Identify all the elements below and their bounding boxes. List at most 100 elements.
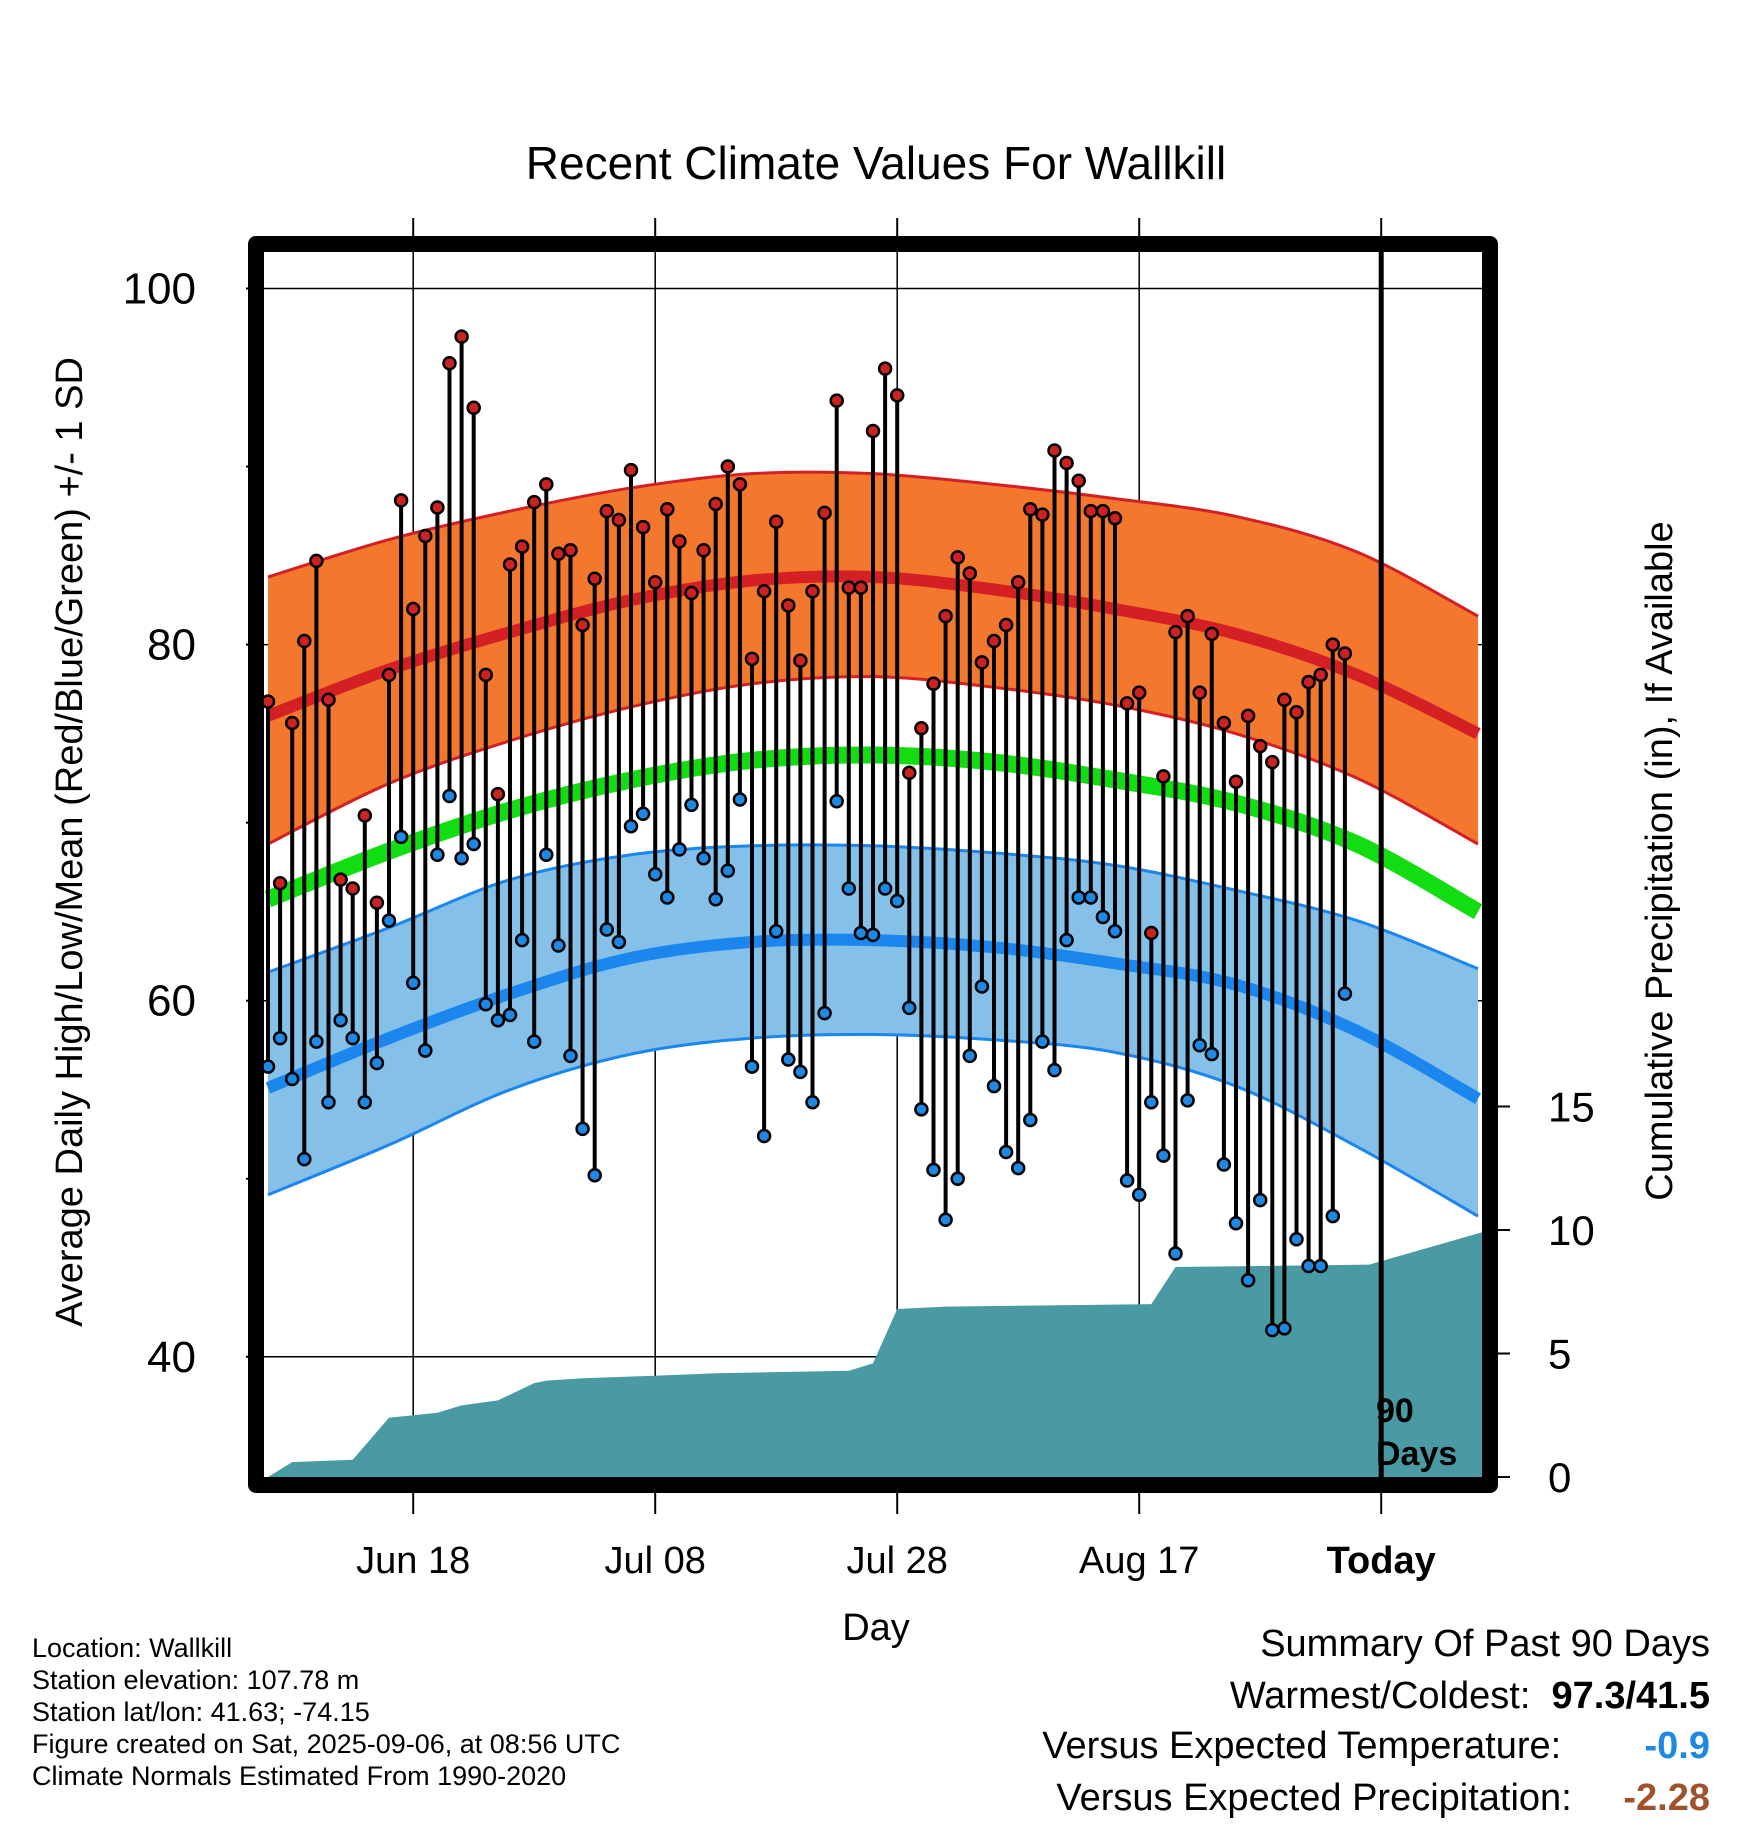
info-latlon: Station lat/lon: 41.63; -74.15 [32,1697,370,1727]
low-point-37 [696,851,711,866]
x-tick-label-4: Today [1327,1540,1436,1582]
low-point-32 [635,806,651,822]
high-point-41 [744,651,760,667]
low-point-65 [1035,1034,1050,1049]
low-point-68 [1071,890,1086,905]
high-point-36 [684,585,699,601]
high-point-50 [853,580,869,595]
high-point-69 [1083,503,1099,519]
summary-temp-label: Versus Expected Temperature: [1042,1725,1562,1767]
low-point-4 [297,1151,312,1167]
low-point-33 [647,867,663,882]
low-point-6 [321,1094,336,1110]
high-point-12 [393,493,409,508]
high-point-45 [793,653,808,668]
station-info: Location: Wallkill Station elevation: 10… [32,1632,620,1792]
plot-frame [248,236,1498,1493]
high-point-33 [647,575,663,590]
low-point-80 [1216,1157,1232,1172]
low-point-41 [744,1059,760,1074]
low-point-23 [526,1034,542,1049]
high-point-60 [974,655,990,670]
high-point-42 [756,583,772,599]
high-point-22 [514,539,530,554]
x-tick-label-1: Jul 08 [604,1540,705,1582]
low-point-79 [1204,1046,1220,1062]
high-point-38 [708,496,723,512]
high-point-71 [1107,510,1123,526]
high-point-56 [926,676,941,692]
low-point-67 [1059,932,1074,948]
high-point-26 [563,542,578,558]
today-marker-label-top: 90 [1376,1392,1414,1430]
low-point-39 [720,863,736,878]
low-point-20 [490,1013,506,1028]
high-point-66 [1047,443,1062,458]
precip-cumulative-area [268,1230,1490,1477]
high-point-21 [502,557,518,572]
low-point-7 [333,1013,348,1028]
high-point-11 [381,667,397,683]
high-point-18 [466,400,481,416]
summary-warm-cold-label: Warmest/Coldest: [1229,1675,1531,1717]
high-point-58 [950,550,965,565]
high-point-68 [1071,473,1086,489]
low-point-50 [853,925,869,941]
low-point-25 [551,938,566,953]
high-point-83 [1252,738,1268,754]
high-point-51 [865,423,881,439]
y2-tick-label-10: 10 [1548,1207,1595,1254]
high-point-28 [587,571,602,586]
low-point-29 [599,922,615,937]
low-point-88 [1313,1258,1328,1274]
high-point-37 [696,542,711,558]
high-point-80 [1216,715,1232,731]
high-point-35 [672,534,687,549]
high-point-53 [889,388,905,403]
x-tick-label-2: Jul 28 [846,1540,947,1582]
low-point-57 [938,1212,953,1227]
low-point-43 [768,924,784,939]
low-point-49 [841,881,857,896]
high-point-16 [442,356,457,371]
low-point-62 [998,1144,1014,1160]
summary-temperature: Versus Expected Temperature: -0.9 [1042,1725,1710,1768]
high-point-3 [284,715,300,731]
low-point-73 [1131,1187,1147,1203]
high-point-86 [1289,705,1304,720]
low-point-2 [272,1030,288,1046]
high-point-57 [938,608,953,624]
low-point-21 [502,1007,518,1023]
low-point-72 [1119,1173,1135,1188]
summary-precip-label: Versus Expected Precipitation: [1056,1777,1572,1819]
chart-title: Recent Climate Values For Wallkill [526,137,1226,189]
high-point-85 [1277,692,1292,708]
low-point-55 [914,1102,929,1117]
precipitation-area [268,1230,1490,1477]
low-point-64 [1023,1112,1038,1128]
high-point-23 [526,494,542,510]
high-point-29 [599,503,615,519]
low-point-70 [1095,909,1111,925]
low-point-61 [986,1078,1002,1094]
high-point-84 [1265,754,1280,770]
summary-precip-value: -2.28 [1623,1777,1710,1819]
low-point-77 [1180,1093,1195,1108]
high-point-14 [418,528,433,544]
low-point-10 [369,1055,385,1071]
high-point-46 [805,583,820,599]
low-point-14 [418,1043,433,1058]
high-point-64 [1023,502,1038,517]
low-point-83 [1252,1192,1268,1208]
low-point-11 [381,913,397,928]
low-point-17 [454,851,469,866]
low-point-66 [1047,1062,1062,1078]
high-point-74 [1144,925,1159,941]
low-point-42 [756,1128,772,1144]
low-point-16 [442,788,457,804]
y-tick-label-40: 40 [147,1333,196,1382]
high-point-20 [490,786,506,802]
high-point-72 [1119,696,1135,711]
low-point-8 [345,1030,360,1046]
